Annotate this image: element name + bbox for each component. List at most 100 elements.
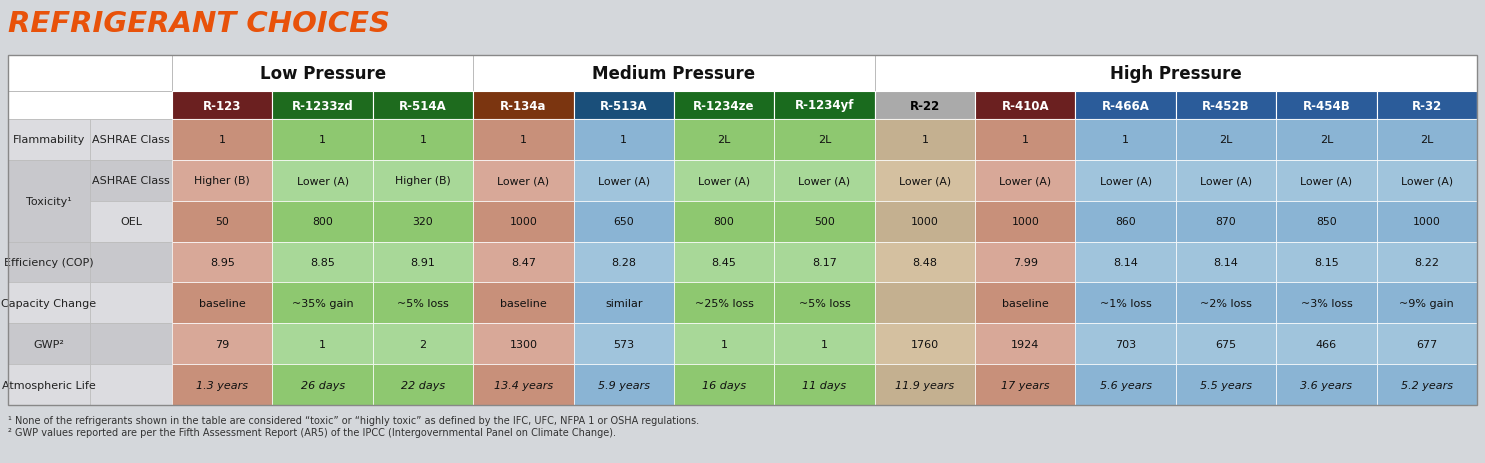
Bar [1377, 92, 1478, 120]
Bar [976, 161, 1075, 201]
Bar [976, 92, 1075, 120]
Text: Lower (A): Lower (A) [898, 176, 950, 186]
Bar [573, 283, 674, 324]
Bar [674, 201, 774, 242]
Bar [1276, 324, 1377, 364]
Text: 2L: 2L [1320, 135, 1334, 145]
Text: Lower (A): Lower (A) [497, 176, 549, 186]
Bar [774, 324, 875, 364]
Text: 8.48: 8.48 [912, 257, 937, 268]
Bar [7, 161, 91, 242]
Text: R-32: R-32 [1412, 99, 1442, 112]
Text: 8.47: 8.47 [511, 257, 536, 268]
Text: 79: 79 [215, 339, 229, 349]
Text: 1: 1 [520, 135, 527, 145]
Bar [976, 283, 1075, 324]
Bar [1176, 201, 1276, 242]
Text: 5.5 years: 5.5 years [1200, 380, 1252, 390]
Text: R-513A: R-513A [600, 99, 647, 112]
Bar [573, 92, 674, 120]
Text: R-454B: R-454B [1302, 99, 1350, 112]
Bar [1075, 120, 1176, 161]
Bar [172, 242, 272, 283]
Text: 800: 800 [714, 217, 735, 227]
Bar [272, 364, 373, 405]
Bar [474, 242, 573, 283]
Bar [1075, 92, 1176, 120]
Text: 8.28: 8.28 [612, 257, 636, 268]
Bar [91, 283, 172, 324]
Bar [373, 120, 474, 161]
Text: 2L: 2L [818, 135, 832, 145]
Bar [272, 283, 373, 324]
Text: ~35% gain: ~35% gain [291, 298, 353, 308]
Text: Lower (A): Lower (A) [1200, 176, 1252, 186]
Text: Flammability: Flammability [13, 135, 85, 145]
Bar [474, 201, 573, 242]
Text: 17 years: 17 years [1001, 380, 1050, 390]
Text: 7.99: 7.99 [1013, 257, 1038, 268]
Text: ASHRAE Class: ASHRAE Class [92, 176, 169, 186]
Text: 800: 800 [312, 217, 333, 227]
Bar [91, 324, 172, 364]
Bar [774, 242, 875, 283]
Text: ~1% loss: ~1% loss [1100, 298, 1151, 308]
Text: 8.45: 8.45 [711, 257, 737, 268]
Bar [1075, 324, 1176, 364]
Text: 1: 1 [720, 339, 728, 349]
Text: Higher (B): Higher (B) [395, 176, 451, 186]
Text: 8.17: 8.17 [812, 257, 838, 268]
Text: 8.15: 8.15 [1314, 257, 1339, 268]
Bar [976, 120, 1075, 161]
Text: 1760: 1760 [910, 339, 939, 349]
Text: Lower (A): Lower (A) [297, 176, 349, 186]
Text: 1: 1 [921, 135, 928, 145]
Text: 2L: 2L [1219, 135, 1233, 145]
Bar [474, 92, 573, 120]
Bar [976, 364, 1075, 405]
Text: ~3% loss: ~3% loss [1301, 298, 1353, 308]
Text: 1: 1 [1022, 135, 1029, 145]
Text: baseline: baseline [1002, 298, 1048, 308]
Text: Lower (A): Lower (A) [1301, 176, 1353, 186]
Text: 26 days: 26 days [300, 380, 345, 390]
Bar [1176, 283, 1276, 324]
Bar [373, 161, 474, 201]
Text: 5.2 years: 5.2 years [1400, 380, 1452, 390]
Text: 500: 500 [814, 217, 835, 227]
Bar [272, 120, 373, 161]
Bar [474, 120, 573, 161]
Bar [774, 161, 875, 201]
Text: 1000: 1000 [509, 217, 538, 227]
Text: Efficiency (COP): Efficiency (COP) [4, 257, 94, 268]
Bar [272, 242, 373, 283]
Text: 5.9 years: 5.9 years [598, 380, 650, 390]
Text: R-1233zd: R-1233zd [291, 99, 353, 112]
Text: 8.14: 8.14 [1114, 257, 1138, 268]
Bar [1276, 201, 1377, 242]
Text: 870: 870 [1216, 217, 1237, 227]
Text: 16 days: 16 days [702, 380, 745, 390]
Text: 2L: 2L [1420, 135, 1433, 145]
Text: 1924: 1924 [1011, 339, 1040, 349]
Text: High Pressure: High Pressure [1109, 65, 1241, 83]
Bar [7, 92, 172, 120]
Bar [1075, 364, 1176, 405]
Text: R-1234ze: R-1234ze [693, 99, 754, 112]
Bar [875, 56, 1478, 92]
Text: Medium Pressure: Medium Pressure [593, 65, 756, 83]
Text: Atmospheric Life: Atmospheric Life [1, 380, 97, 390]
Bar [1377, 324, 1478, 364]
Bar [7, 120, 91, 161]
Bar [7, 242, 91, 283]
Bar [1377, 120, 1478, 161]
Text: 860: 860 [1115, 217, 1136, 227]
Bar [774, 364, 875, 405]
Bar [573, 201, 674, 242]
Bar [1377, 161, 1478, 201]
Bar [172, 364, 272, 405]
Bar [91, 242, 172, 283]
Text: ~9% gain: ~9% gain [1399, 298, 1454, 308]
Text: 1: 1 [419, 135, 426, 145]
Text: 1300: 1300 [509, 339, 538, 349]
